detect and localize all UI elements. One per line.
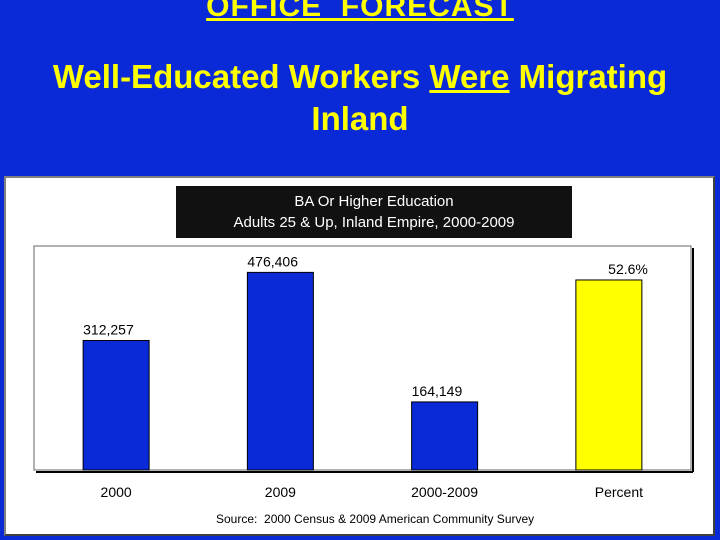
chart-title-line1: BA Or Higher Education	[294, 193, 454, 210]
headline-emphasis: Were	[429, 58, 510, 95]
headline-text-end: Migrating	[509, 58, 668, 95]
bar-chart: 312,257 2000 476,406 2009 164,149 2000-2009 52…	[33, 245, 694, 500]
bar-2009	[246, 271, 314, 471]
data-label: 164,149	[412, 383, 463, 399]
chart-title-box: BA Or Higher Education Adults 25 & Up, I…	[176, 186, 572, 238]
chart-panel: 312,257 2000 476,406 2009 164,149 2000-2009 52…	[4, 176, 715, 536]
header-title: OFFICE FORECAST	[206, 0, 514, 23]
bar-2000	[82, 339, 150, 471]
category-tick-label: 2000-2009	[411, 484, 478, 500]
category-tick-label: 2000	[101, 484, 132, 500]
category-tick-label: Percent	[595, 484, 643, 500]
category-tick-label: 2009	[265, 484, 296, 500]
bar-percent	[575, 279, 643, 471]
data-label: 312,257	[83, 321, 134, 337]
headline-text-line2: Inland	[311, 100, 409, 137]
data-label: 476,406	[247, 253, 298, 269]
chart-title-line2: Adults 25 & Up, Inland Empire, 2000-2009	[233, 214, 515, 231]
slide-headline: Well-Educated Workers Were Migrating Inl…	[0, 56, 720, 140]
headline-text-start: Well-Educated Workers	[52, 58, 430, 95]
bar-2000-2009	[411, 401, 479, 471]
source-note: Source: 2000 Census & 2009 American Comm…	[216, 512, 535, 526]
data-label: 52.6%	[608, 261, 648, 277]
slide-header: OFFICE FORECAST Well-Educated Workers We…	[0, 0, 720, 175]
